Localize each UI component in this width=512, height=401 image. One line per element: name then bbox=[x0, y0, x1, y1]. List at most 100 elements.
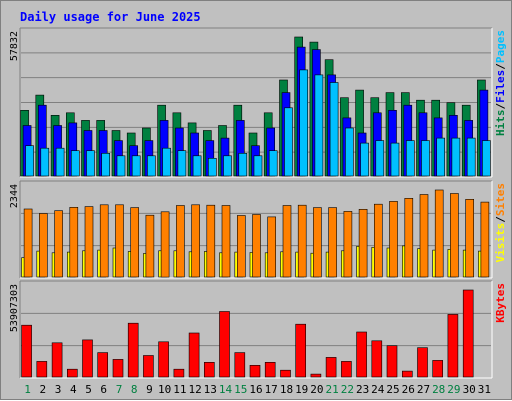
x-tick-day-11: 11 bbox=[173, 383, 186, 396]
bar-kbytes-day-18 bbox=[280, 369, 291, 378]
bar-sites-day-17 bbox=[267, 216, 277, 278]
x-tick-day-17: 17 bbox=[265, 383, 278, 396]
legend-visits: Visits bbox=[494, 223, 507, 263]
bar-kbytes-day-11 bbox=[173, 368, 185, 378]
x-tick-day-22: 22 bbox=[341, 383, 354, 396]
bar-kbytes-day-12 bbox=[188, 332, 200, 378]
x-tick-day-7: 7 bbox=[116, 383, 123, 396]
bar-pages-day-12 bbox=[192, 155, 202, 177]
x-tick-day-18: 18 bbox=[280, 383, 293, 396]
bar-pages-day-28 bbox=[436, 137, 446, 177]
bar-sites-day-28 bbox=[434, 189, 444, 278]
x-tick-day-12: 12 bbox=[188, 383, 201, 396]
legend-hits: Hits bbox=[494, 110, 507, 137]
bar-pages-day-30 bbox=[466, 137, 476, 177]
x-tick-day-1: 1 bbox=[24, 383, 31, 396]
bar-sites-day-22 bbox=[343, 211, 353, 278]
bar-kbytes-day-10 bbox=[158, 341, 169, 378]
x-tick-day-20: 20 bbox=[310, 383, 323, 396]
bar-pages-day-2 bbox=[40, 147, 50, 177]
bar-kbytes-day-14 bbox=[219, 311, 230, 378]
bar-kbytes-day-28 bbox=[432, 360, 444, 378]
bar-sites-day-27 bbox=[419, 194, 429, 278]
bar-sites-day-3 bbox=[54, 210, 63, 278]
x-tick-day-10: 10 bbox=[158, 383, 171, 396]
bar-pages-day-14 bbox=[223, 155, 232, 177]
bar-kbytes-day-21 bbox=[325, 357, 337, 378]
bar-sites-day-9 bbox=[145, 214, 155, 278]
legend-separator: / bbox=[494, 103, 507, 110]
bar-kbytes-day-3 bbox=[51, 342, 63, 378]
panel-hits-max-label: 57832 bbox=[9, 31, 20, 61]
x-tick-day-13: 13 bbox=[204, 383, 217, 396]
bar-kbytes-day-19 bbox=[295, 323, 307, 378]
x-tick-day-16: 16 bbox=[249, 383, 262, 396]
bar-sites-day-11 bbox=[176, 205, 185, 278]
bar-pages-day-31 bbox=[482, 140, 491, 177]
bar-kbytes-day-26 bbox=[401, 370, 413, 378]
bar-kbytes-day-30 bbox=[462, 289, 474, 378]
bar-pages-day-3 bbox=[55, 147, 65, 177]
bar-sites-day-23 bbox=[358, 209, 368, 278]
bar-pages-day-19 bbox=[299, 69, 309, 177]
bar-pages-day-26 bbox=[405, 140, 415, 177]
x-tick-day-14: 14 bbox=[219, 383, 233, 396]
bar-sites-day-14 bbox=[221, 205, 231, 278]
x-tick-day-5: 5 bbox=[85, 383, 92, 396]
bar-sites-day-16 bbox=[252, 214, 261, 278]
x-tick-day-27: 27 bbox=[417, 383, 430, 396]
bar-sites-day-13 bbox=[206, 204, 216, 278]
bar-sites-day-8 bbox=[130, 207, 139, 278]
bar-pages-day-6 bbox=[101, 153, 110, 177]
x-tick-day-9: 9 bbox=[146, 383, 153, 396]
bar-sites-day-10 bbox=[160, 211, 170, 278]
bar-kbytes-day-13 bbox=[204, 361, 215, 378]
bar-pages-day-9 bbox=[147, 155, 156, 177]
x-tick-day-6: 6 bbox=[100, 383, 107, 396]
x-tick-day-26: 26 bbox=[402, 383, 415, 396]
panel-visits-max-label: 2344 bbox=[9, 184, 20, 208]
bar-kbytes-day-27 bbox=[417, 347, 428, 378]
bar-pages-day-5 bbox=[86, 150, 95, 177]
bar-pages-day-17 bbox=[268, 150, 278, 177]
bar-pages-day-13 bbox=[208, 158, 217, 177]
bar-pages-day-10 bbox=[162, 147, 171, 177]
bar-sites-day-6 bbox=[99, 204, 109, 278]
bar-kbytes-day-16 bbox=[249, 364, 261, 378]
bar-sites-day-21 bbox=[328, 207, 337, 278]
panel-kbytes-legend: KBytes bbox=[494, 283, 507, 323]
bar-sites-day-25 bbox=[389, 201, 398, 278]
x-tick-day-21: 21 bbox=[325, 383, 338, 396]
x-tick-day-8: 8 bbox=[131, 383, 138, 396]
bar-sites-day-29 bbox=[450, 193, 459, 278]
panel-visits-legend: Visits/Sites bbox=[494, 183, 507, 263]
bar-sites-day-12 bbox=[191, 204, 200, 278]
x-tick-day-4: 4 bbox=[70, 383, 77, 396]
x-tick-day-29: 29 bbox=[447, 383, 460, 396]
bar-kbytes-day-1 bbox=[21, 324, 32, 378]
x-tick-day-24: 24 bbox=[371, 383, 385, 396]
bar-kbytes-day-15 bbox=[234, 352, 246, 378]
bar-kbytes-day-7 bbox=[112, 359, 124, 378]
bar-kbytes-day-24 bbox=[371, 340, 383, 378]
legend-kbytes: KBytes bbox=[494, 283, 507, 323]
x-tick-day-3: 3 bbox=[55, 383, 62, 396]
bar-pages-day-20 bbox=[314, 74, 324, 177]
x-tick-day-28: 28 bbox=[432, 383, 445, 396]
bar-kbytes-day-25 bbox=[386, 345, 398, 378]
bar-sites-day-31 bbox=[480, 201, 490, 278]
x-tick-day-31: 31 bbox=[478, 383, 491, 396]
bar-kbytes-day-22 bbox=[341, 361, 352, 378]
x-tick-day-19: 19 bbox=[295, 383, 308, 396]
bar-pages-day-24 bbox=[375, 140, 385, 177]
bar-pages-day-16 bbox=[253, 155, 263, 177]
bar-kbytes-day-20 bbox=[310, 373, 322, 378]
bar-pages-day-22 bbox=[345, 127, 354, 177]
bar-pages-day-29 bbox=[451, 137, 461, 177]
bar-sites-day-24 bbox=[373, 203, 383, 278]
bar-sites-day-30 bbox=[465, 199, 475, 278]
x-tick-day-30: 30 bbox=[463, 383, 476, 396]
legend-separator: / bbox=[494, 216, 507, 223]
